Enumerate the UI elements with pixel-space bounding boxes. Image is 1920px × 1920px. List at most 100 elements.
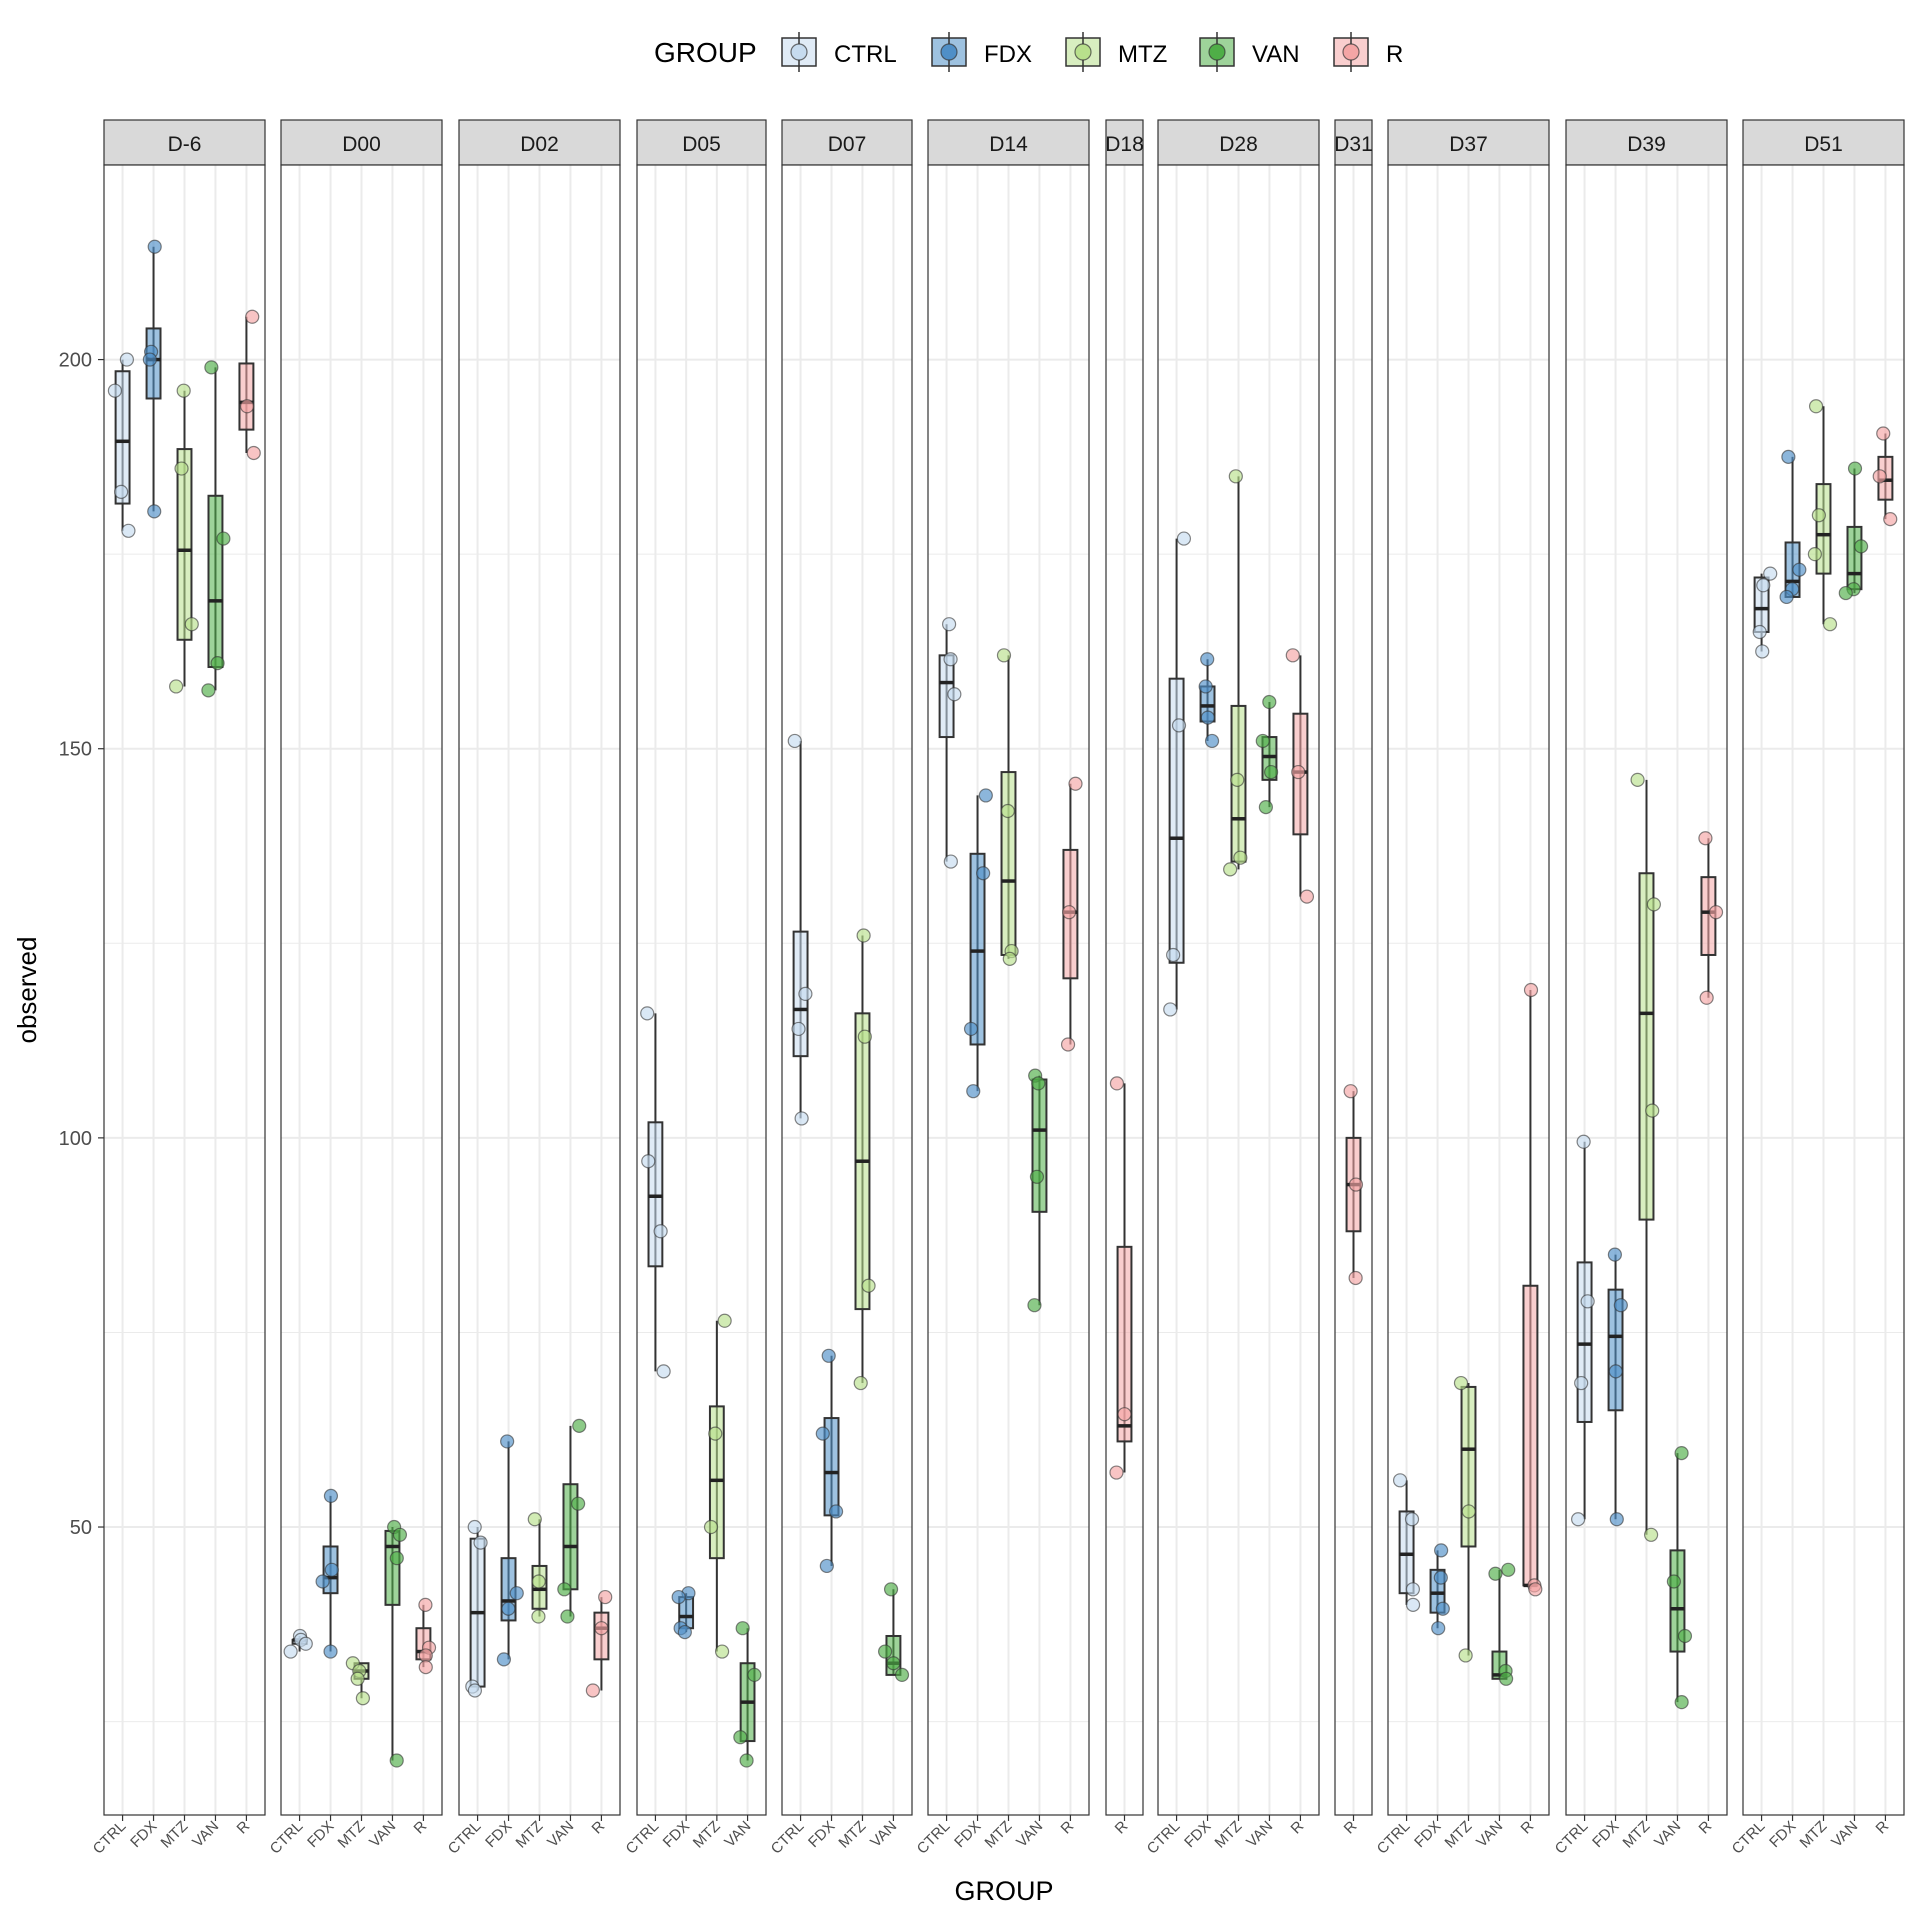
box [1638,872,1655,1221]
x-tick-label: FDX [1589,1818,1622,1851]
box-d39-fdx [1607,1247,1628,1527]
box-d02-mtz [527,1512,548,1624]
facet-strip-label: D14 [989,133,1028,156]
data-point [245,309,260,324]
y-tick-label: 50 [70,1517,92,1539]
x-tick-label: FDX [660,1818,693,1851]
panel-border [280,164,443,1816]
data-point [114,484,129,499]
x-tick-label: CTRL [1729,1818,1769,1858]
data-point [1609,1512,1624,1527]
data-point [794,1111,809,1126]
box-d-6-fdx [142,239,162,519]
box [1460,1385,1477,1548]
x-tick-label: MTZ [335,1818,369,1852]
legend-label: R [1386,41,1403,68]
data-point [389,1551,404,1566]
data-point [828,1504,844,1519]
data-point [1453,1375,1469,1391]
box-d07-van [877,1582,910,1683]
facet-strip-label: D18 [1105,133,1144,156]
x-tick-label: FDX [127,1818,160,1851]
box-d39-r [1698,831,1724,1005]
x-tick-label: FDX [482,1818,515,1851]
data-point [653,1224,668,1239]
facet-strip [1157,119,1320,166]
data-point [323,1488,339,1503]
data-point [355,1691,370,1706]
data-point [1574,1375,1589,1391]
facet-panel-d18: D18 R [1105,119,1144,1838]
legend-label: FDX [984,41,1032,68]
data-point [1576,1134,1591,1149]
data-point [204,360,219,375]
box-d02-ctrl [465,1519,488,1698]
data-point [733,1730,748,1745]
x-tick-label: VAN [1473,1818,1506,1851]
panel-border [1742,164,1905,1816]
x-tick-label: CTRL [623,1818,663,1858]
box [647,1121,664,1268]
facet-data [1752,399,1898,659]
box [593,1611,610,1661]
box [1398,1510,1415,1595]
data-point [531,1609,546,1624]
x-tick-label: R [1288,1818,1308,1838]
facet-data [938,617,1083,1313]
facet-strip-label: D00 [342,133,381,156]
x-tick-label: CTRL [1144,1818,1184,1858]
x-tick-label: FDX [1766,1818,1799,1851]
data-point [1458,1648,1473,1663]
data-point [976,866,991,881]
grid [1158,164,1319,1815]
data-point [1068,776,1083,791]
x-tick-label: CTRL [267,1818,307,1858]
box-d05-fdx [671,1586,696,1640]
data-point [1838,585,1853,601]
data-point [1763,566,1778,581]
x-tick-label: FDX [805,1818,838,1851]
facet-data [1392,982,1543,1686]
y-axis-title: observed [12,937,42,1044]
data-point [315,1574,330,1589]
box [176,448,193,641]
x-tick-label: VAN [867,1818,900,1851]
x-tick-label: R [1112,1818,1132,1838]
data-point [142,352,157,367]
data-point [210,656,225,671]
data-point [947,687,962,702]
facet-strip [1334,119,1373,166]
box-d28-ctrl [1163,531,1192,1017]
data-point [1499,1671,1514,1686]
data-point [184,617,199,632]
box-d05-van [733,1621,762,1768]
data-point [1348,1270,1363,1286]
box-d28-mtz [1223,469,1248,877]
data-point [1613,1298,1628,1313]
x-tick-label: CTRL [768,1818,808,1858]
data-point [1433,1570,1448,1585]
x-tick-label: VAN [189,1818,222,1851]
data-point [656,1364,671,1379]
facet-strip [636,119,767,166]
data-point [169,679,184,694]
data-point [641,1154,656,1169]
x-tick-label: MTZ [982,1818,1016,1852]
box-d02-van [557,1418,587,1624]
data-point [1811,508,1826,523]
data-point [1264,764,1279,780]
x-tick-label: MTZ [1620,1818,1654,1852]
data-point [147,504,162,519]
data-point [1698,831,1713,846]
data-point [496,1652,512,1667]
x-tick-label: VAN [721,1818,754,1851]
box-d00-mtz [345,1656,370,1706]
data-point [240,399,255,414]
x-tick-label: MTZ [158,1818,192,1852]
data-point [1198,679,1213,694]
facet-strip-label: D51 [1804,133,1843,156]
y-tick-label: 150 [59,739,92,761]
data-point [1060,1037,1076,1052]
x-tick-label: MTZ [835,1818,869,1852]
